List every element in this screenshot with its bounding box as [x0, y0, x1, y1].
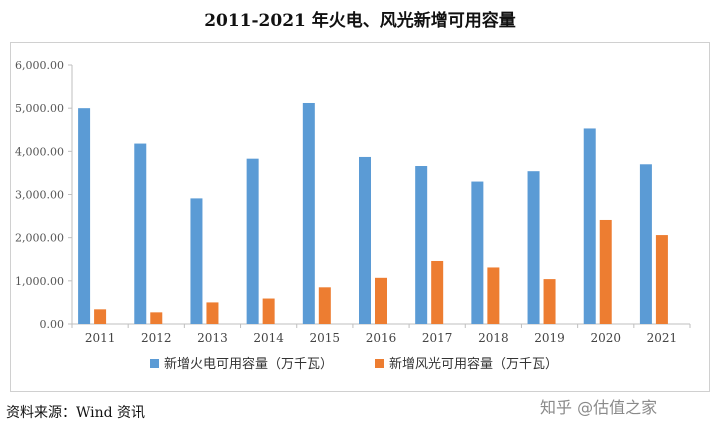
legend-label: 新增风光可用容量（万千瓦） [389, 356, 558, 372]
x-tick-label: 2015 [310, 331, 341, 345]
chart-frame [10, 42, 710, 392]
y-tick-label: 1,000.00 [15, 275, 64, 288]
x-tick-label: 2018 [478, 331, 509, 345]
x-tick-label: 2016 [366, 331, 397, 345]
bar-thermal [302, 102, 315, 324]
bar-wind-solar [375, 277, 387, 324]
y-tick-label: 4,000.00 [15, 145, 64, 158]
bar-chart: 0.00 1,000.00 2,000.00 3,000.00 4,000.00 5,00… [10, 42, 710, 392]
y-tick-label: 6,000.00 [15, 59, 64, 72]
bar-wind-solar [318, 287, 331, 324]
bar-wind-solar [543, 279, 556, 324]
x-tick-label: 2020 [590, 331, 621, 345]
bar-thermal [359, 156, 371, 324]
x-tick-label: 2019 [534, 331, 565, 345]
bar-wind-solar [655, 235, 668, 324]
bar-wind-solar [206, 302, 219, 324]
source-note: 资料来源：Wind 资讯 [6, 405, 146, 421]
x-tick-label: 2013 [197, 331, 228, 345]
bar-thermal [527, 171, 540, 324]
y-tick-label: 2,000.00 [15, 232, 64, 245]
bar-wind-solar [431, 260, 444, 324]
y-tick-label: 0.00 [40, 318, 65, 331]
chart-title: 2011-2021 年火电、风光新增可用容量 [204, 11, 516, 31]
x-tick-label: 2011 [85, 331, 116, 345]
bar-thermal [78, 108, 91, 325]
y-tick-label: 3,000.00 [15, 189, 64, 202]
bar-wind-solar [150, 312, 163, 324]
legend-label: 新增火电可用容量（万千瓦） [164, 356, 333, 372]
bar-thermal [190, 198, 203, 324]
bar-wind-solar [599, 219, 612, 324]
x-tick-label: 2012 [141, 331, 172, 345]
watermark: 知乎 @估值之家 [540, 398, 658, 417]
bar-thermal [583, 128, 596, 324]
x-tick-label: 2021 [647, 331, 678, 345]
bar-wind-solar [487, 267, 500, 324]
bar-thermal [639, 164, 652, 324]
legend-swatch [375, 359, 384, 368]
bar-wind-solar [94, 309, 107, 324]
bar-thermal [471, 181, 484, 324]
bar-wind-solar [262, 298, 275, 324]
bar-thermal [415, 166, 428, 324]
legend-swatch [150, 359, 159, 368]
x-tick-label: 2017 [422, 331, 453, 345]
y-tick-label: 5,000.00 [15, 102, 64, 115]
bar-thermal [246, 158, 259, 324]
bar-thermal [134, 143, 147, 324]
x-tick-label: 2014 [253, 331, 284, 345]
